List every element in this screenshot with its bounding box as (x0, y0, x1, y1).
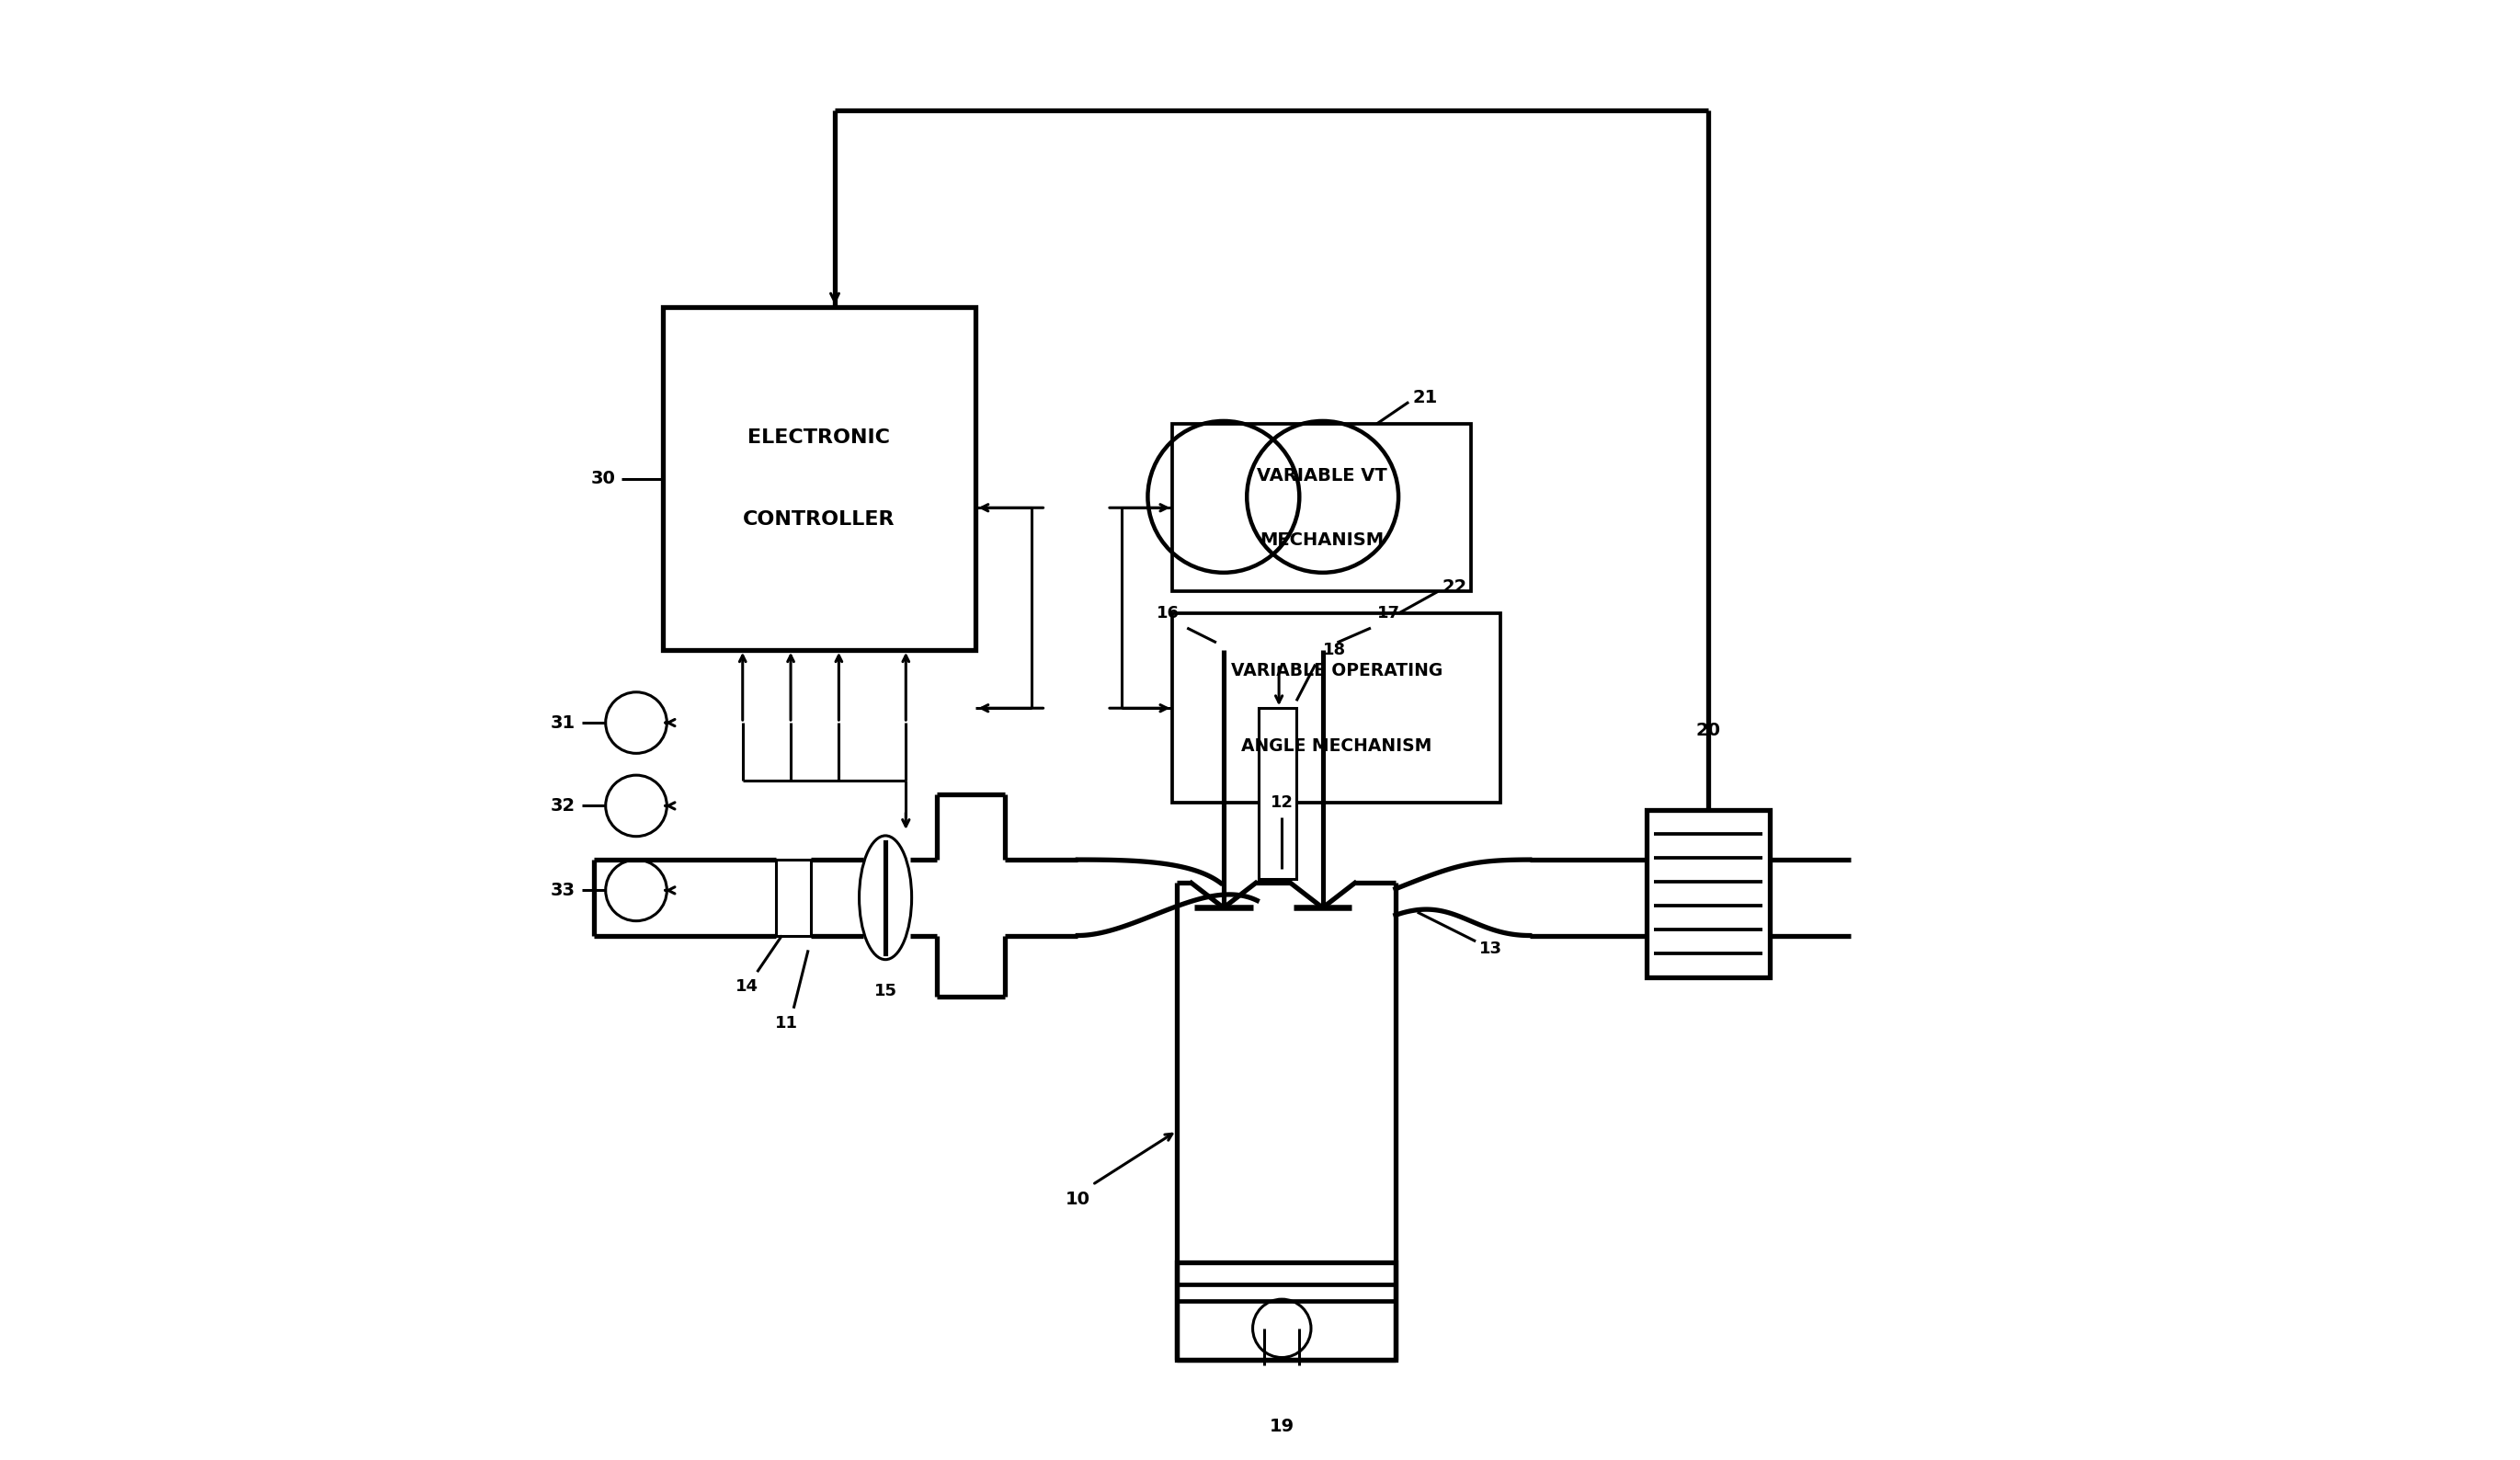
Text: 18: 18 (1323, 641, 1346, 658)
Text: 16: 16 (1157, 604, 1179, 622)
Text: ELECTRONIC: ELECTRONIC (748, 429, 890, 447)
Text: 13: 13 (1479, 940, 1502, 956)
Text: 22: 22 (1441, 578, 1467, 596)
Bar (1172, 613, 1499, 803)
Bar (663, 308, 975, 650)
Text: 32: 32 (549, 797, 575, 815)
Bar (776, 860, 811, 936)
Text: VARIABLE VT: VARIABLE VT (1257, 467, 1386, 485)
Text: 30: 30 (592, 470, 615, 488)
Bar (1257, 708, 1295, 879)
Text: 17: 17 (1376, 604, 1399, 622)
Text: 31: 31 (549, 714, 575, 731)
Text: 33: 33 (549, 882, 575, 899)
Bar (1172, 423, 1472, 591)
Bar (1177, 1261, 1396, 1359)
Text: CONTROLLER: CONTROLLER (743, 510, 895, 529)
Text: 21: 21 (1414, 388, 1439, 406)
Text: 11: 11 (774, 1015, 799, 1031)
Text: 15: 15 (874, 983, 897, 999)
Text: 19: 19 (1270, 1418, 1295, 1435)
Text: VARIABLE OPERATING: VARIABLE OPERATING (1230, 661, 1441, 679)
Text: 14: 14 (736, 978, 759, 994)
Ellipse shape (859, 835, 912, 959)
Text: 12: 12 (1270, 794, 1293, 812)
Text: 20: 20 (1696, 721, 1721, 739)
Bar (1646, 810, 1769, 978)
Text: 10: 10 (1066, 1190, 1091, 1207)
Text: ANGLE MECHANISM: ANGLE MECHANISM (1242, 737, 1431, 755)
Text: MECHANISM: MECHANISM (1260, 531, 1383, 549)
